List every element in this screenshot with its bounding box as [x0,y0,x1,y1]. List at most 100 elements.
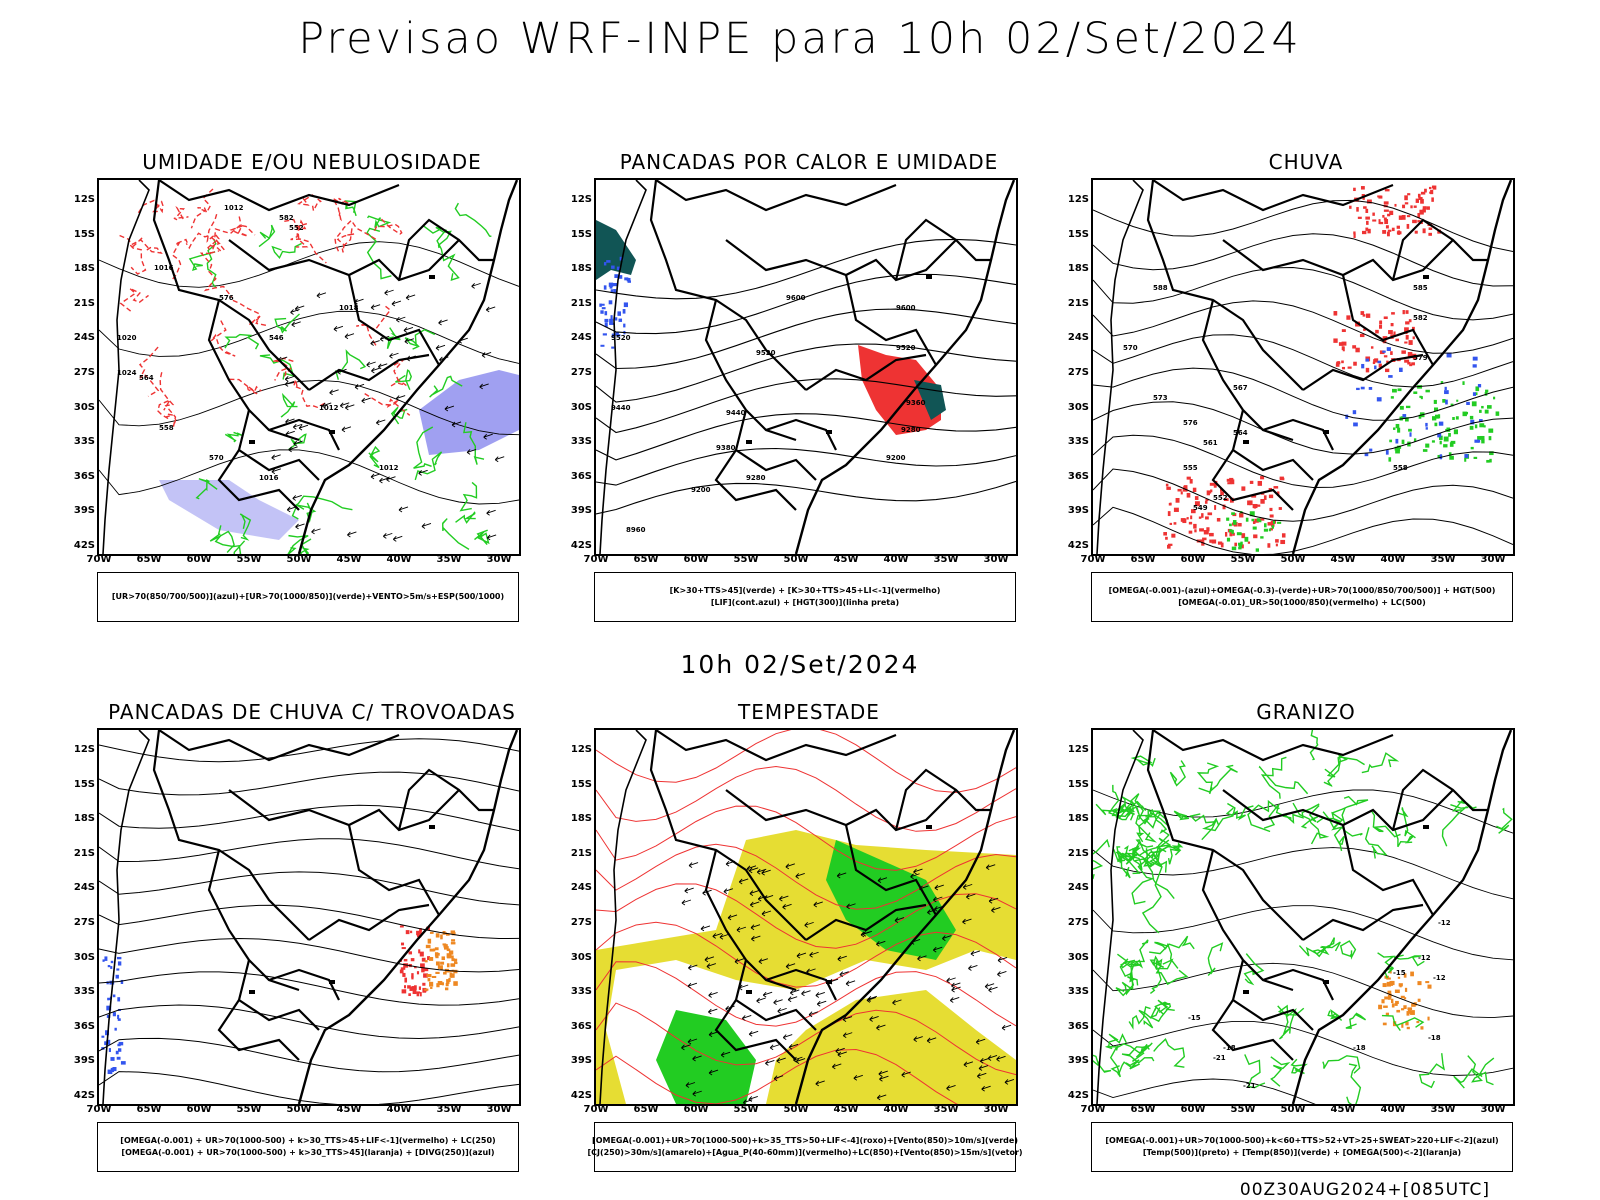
red-speckle [1372,219,1377,222]
longitude-axis: 70W 65W 60W 55W 50W 45W 40W 35W 30W [584,1104,1018,1118]
wind-vector-arrow [370,473,381,480]
orange-speckle [436,983,440,988]
political-border [1231,409,1314,481]
green-isoline [287,534,309,554]
green-isoline [368,445,381,469]
orange-speckle [1381,999,1385,1004]
wind-vector-arrow [962,918,972,925]
lon-tick-label: 50W [1280,1104,1306,1115]
political-border [725,789,957,832]
streamline-line [596,843,1016,910]
green-speckle [1485,389,1489,393]
red-speckle [1341,366,1346,370]
blue-speckle [618,318,623,322]
lake-marker [329,430,335,434]
red-speckle [1188,530,1193,534]
political-border [725,239,957,282]
green-isoline [1161,844,1180,865]
red-speckle [1182,488,1188,492]
wind-vector-arrow [290,309,300,315]
green-speckle [1256,518,1261,522]
orange-speckle [1386,977,1391,980]
wind-vector-arrow [708,1008,718,1015]
pacific-coastline [102,730,150,1104]
lat-tick-label: 36S [570,1020,592,1032]
blue-speckle [612,283,618,287]
red-speckle [1365,367,1370,373]
legend-box: [OMEGA(-0.001)+UR>70(1000-500)+k<60+TTS>… [1091,1122,1513,1172]
red-speckle [1413,205,1417,208]
lat-tick-label: 24S [570,332,592,344]
lat-tick-label: 21S [1067,297,1089,309]
blue-speckle [627,280,631,283]
red-speckle [1385,225,1389,229]
red-speckle [1167,543,1173,546]
lon-tick-label: 30W [486,1104,512,1115]
lat-tick-label: 15S [73,778,95,790]
green-speckle [1236,532,1242,536]
blue-speckle [117,1043,121,1047]
green-isoline [1309,730,1319,761]
green-speckle [1438,435,1443,440]
blue-speckle [1345,414,1349,419]
political-border [1146,180,1304,391]
lat-tick-label: 12S [73,744,95,755]
wind-vector-arrow [946,977,956,984]
wind-vector-arrow [901,1071,911,1078]
red-isoline [296,219,309,248]
red-speckle [424,968,429,972]
red-speckle [1205,498,1209,502]
lon-tick-label: 60W [1180,1104,1206,1115]
blue-speckle [110,960,114,964]
contour-value-label: 1018 [339,304,359,312]
wind-vector-arrow [892,999,902,1006]
green-speckle [1244,536,1249,542]
red-speckle [416,992,420,997]
political-border [1211,449,1294,511]
red-speckle [1190,509,1196,514]
lake-marker [826,430,832,434]
green-isoline [459,481,478,512]
wind-vector-arrow [704,956,715,963]
wind-vector-arrow [777,1007,787,1014]
lat-tick-label: 27S [570,917,592,928]
lon-tick-label: 70W [86,554,112,565]
wind-vector-arrow [719,933,730,940]
lon-tick-label: 30W [1480,554,1506,565]
red-speckle [1414,230,1418,234]
blue-speckle [1360,386,1365,390]
red-speckle [1417,220,1421,223]
blue-speckle [108,997,112,1001]
wind-vector-arrow [951,986,961,993]
lat-tick-label: 33S [73,436,95,448]
green-speckle [1477,436,1482,440]
red-speckle [1404,195,1408,201]
political-border [734,409,817,481]
red-speckle [1186,492,1191,498]
wind-vector-arrow [298,424,309,431]
political-border [655,180,897,212]
legend-box: [OMEGA(-0.001) + UR>70(1000-500) + k>30_… [97,1122,519,1172]
lon-tick-label: 40W [883,1104,909,1115]
green-isoline [1361,752,1400,774]
blue-speckle [105,1030,110,1036]
red-speckle [1355,347,1360,353]
wind-vector-arrow [985,864,996,871]
contour-value-label: -18 [1428,1034,1441,1042]
panel-title: PANCADAS POR CALOR E UMIDADE [619,150,999,174]
orange-speckle [1407,1009,1411,1014]
red-speckle [1171,533,1176,538]
red-speckle [1260,476,1265,480]
green-speckle [1443,444,1448,448]
red-speckle [1229,532,1233,537]
red-speckle [1220,542,1224,548]
red-isoline [373,218,403,235]
red-speckle [1207,512,1213,516]
pressure-line [99,310,519,364]
legend-line: [OMEGA(-0.01)_UR>50(1000/850)(vermelho) … [1178,598,1426,607]
wind-vector-arrow [987,1055,998,1061]
wind-vector-arrow [692,1090,702,1097]
latitude-axis: 12S 15S 18S 21S 24S 27S 30S 33S 36S 39S 42S [1055,178,1089,554]
panel-tempestade: TEMPESTADE 12S 15S 18S 21S 24S 27S 30S 33S 36S 39S… [571,700,1024,1200]
red-speckle [1360,311,1365,315]
